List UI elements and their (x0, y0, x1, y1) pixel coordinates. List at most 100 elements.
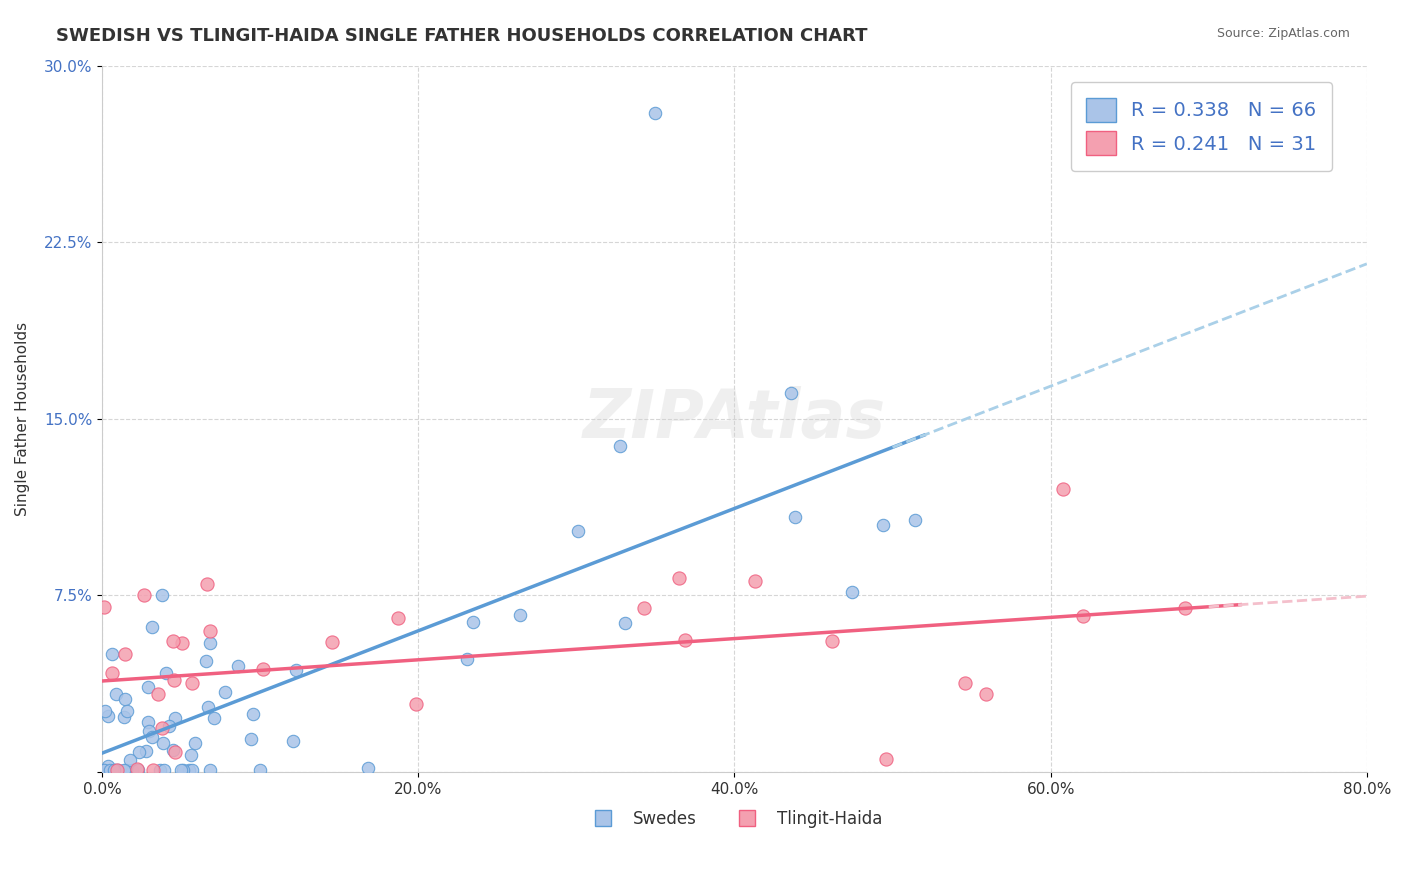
Tlingit-Haida (1174, 600, 1197, 615)
Swedes (138, 723, 160, 738)
Swedes (509, 607, 531, 622)
Swedes (128, 745, 150, 759)
Tlingit-Haida (974, 687, 997, 701)
Swedes (249, 763, 271, 777)
Tlingit-Haida (142, 763, 165, 777)
Swedes (285, 663, 308, 677)
Swedes (105, 763, 128, 777)
Swedes (162, 743, 184, 757)
Swedes (97, 709, 120, 723)
Y-axis label: Single Father Households: Single Father Households (15, 322, 30, 516)
Tlingit-Haida (150, 721, 173, 735)
Swedes (157, 719, 180, 733)
Swedes (180, 747, 202, 762)
Swedes (202, 711, 225, 725)
Tlingit-Haida (163, 673, 186, 688)
Tlingit-Haida (1052, 483, 1074, 497)
Swedes (107, 763, 129, 777)
Swedes (200, 636, 222, 650)
Swedes (141, 620, 163, 634)
Swedes (461, 615, 484, 629)
Swedes (357, 761, 380, 775)
Swedes (136, 715, 159, 730)
Swedes (841, 585, 863, 599)
Swedes (609, 438, 631, 452)
Swedes (112, 709, 135, 723)
Tlingit-Haida (875, 752, 897, 766)
Swedes (184, 736, 207, 750)
Swedes (155, 665, 177, 680)
Tlingit-Haida (821, 634, 844, 648)
Swedes (115, 763, 138, 777)
Swedes (136, 680, 159, 694)
Swedes (780, 385, 803, 400)
Tlingit-Haida (146, 687, 169, 701)
Swedes (112, 763, 135, 777)
Swedes (141, 730, 163, 744)
Swedes (153, 763, 176, 777)
Tlingit-Haida (125, 762, 148, 776)
Swedes (214, 685, 236, 699)
Tlingit-Haida (114, 647, 136, 661)
Swedes (165, 710, 187, 724)
Tlingit-Haida (405, 697, 427, 711)
Legend: Swedes, Tlingit-Haida: Swedes, Tlingit-Haida (579, 803, 889, 834)
Swedes (94, 704, 117, 718)
Text: Source: ZipAtlas.com: Source: ZipAtlas.com (1216, 27, 1350, 40)
Swedes (872, 518, 894, 533)
Tlingit-Haida (953, 676, 976, 690)
Text: SWEDISH VS TLINGIT-HAIDA SINGLE FATHER HOUSEHOLDS CORRELATION CHART: SWEDISH VS TLINGIT-HAIDA SINGLE FATHER H… (56, 27, 868, 45)
Swedes (152, 736, 174, 750)
Swedes (115, 704, 138, 718)
Swedes (181, 763, 204, 777)
Swedes (197, 700, 219, 714)
Tlingit-Haida (1071, 608, 1094, 623)
Tlingit-Haida (200, 624, 222, 638)
Tlingit-Haida (101, 665, 124, 680)
Tlingit-Haida (163, 745, 186, 759)
Swedes (118, 753, 141, 767)
Swedes (103, 763, 125, 777)
Swedes (127, 763, 149, 777)
Swedes (904, 513, 927, 527)
Swedes (242, 707, 264, 722)
Swedes (103, 763, 125, 777)
Tlingit-Haida (633, 601, 655, 615)
Tlingit-Haida (668, 571, 690, 585)
Swedes (644, 105, 666, 120)
Swedes (121, 763, 143, 777)
Tlingit-Haida (162, 634, 184, 648)
Swedes (98, 763, 121, 777)
Swedes (114, 691, 136, 706)
Swedes (456, 652, 478, 666)
Tlingit-Haida (252, 662, 274, 676)
Text: ZIPAtlas: ZIPAtlas (583, 386, 886, 452)
Swedes (93, 763, 115, 777)
Swedes (93, 763, 115, 777)
Swedes (101, 648, 124, 662)
Swedes (170, 763, 193, 777)
Swedes (150, 588, 173, 602)
Tlingit-Haida (744, 574, 766, 589)
Tlingit-Haida (105, 763, 128, 777)
Swedes (283, 734, 305, 748)
Swedes (105, 687, 128, 701)
Tlingit-Haida (321, 635, 343, 649)
Tlingit-Haida (93, 600, 115, 615)
Swedes (239, 732, 262, 747)
Tlingit-Haida (387, 611, 409, 625)
Tlingit-Haida (134, 589, 156, 603)
Tlingit-Haida (181, 675, 204, 690)
Swedes (783, 510, 806, 524)
Swedes (149, 763, 172, 777)
Swedes (194, 654, 217, 668)
Tlingit-Haida (673, 633, 696, 648)
Swedes (172, 763, 194, 777)
Swedes (226, 658, 249, 673)
Swedes (567, 524, 589, 539)
Tlingit-Haida (172, 635, 194, 649)
Swedes (179, 763, 201, 777)
Swedes (97, 758, 120, 772)
Swedes (200, 763, 222, 777)
Swedes (614, 615, 637, 630)
